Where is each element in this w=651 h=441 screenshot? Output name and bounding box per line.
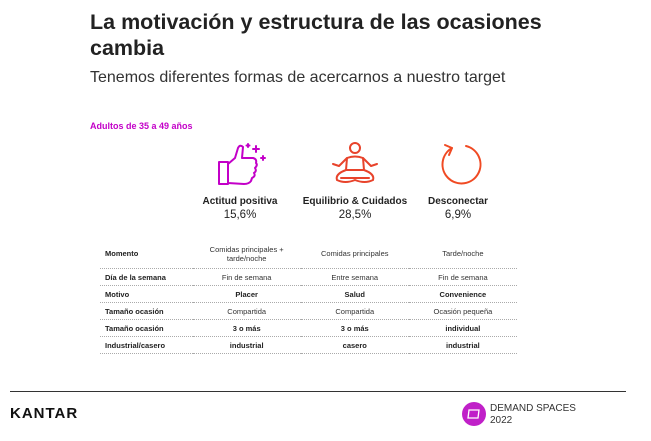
table-row: Tamaño ocasión Compartida Compartida Oca… xyxy=(100,302,517,320)
cell-value: Ocasión pequeña xyxy=(408,302,517,320)
demand-spaces-label: DEMAND SPACES 2022 xyxy=(490,403,576,427)
cell-value: Compartida xyxy=(300,302,409,320)
column-name: Equilibrio & Cuidados xyxy=(302,196,408,207)
thumbs-up-icon xyxy=(180,140,300,192)
row-label: Industrial/casero xyxy=(100,336,193,354)
column-name: Desconectar xyxy=(427,196,489,207)
cell-value: industrial xyxy=(192,336,301,354)
kantar-logo: KANTAR xyxy=(10,405,79,422)
cell-value: Comidas principales + tarde/noche xyxy=(192,239,301,269)
cell-value: casero xyxy=(300,336,409,354)
cell-value: 3 o más xyxy=(192,319,301,337)
demand-spaces-icon xyxy=(462,402,486,426)
product-name: DEMAND SPACES xyxy=(490,403,576,414)
row-label: Tamaño ocasión xyxy=(100,319,193,337)
cell-value: Fin de semana xyxy=(192,268,301,286)
row-label: Momento xyxy=(100,239,193,269)
table-row: Industrial/casero industrial casero indu… xyxy=(100,336,517,354)
page-subtitle: Tenemos diferentes formas de acercarnos … xyxy=(90,69,506,86)
comparison-table: Momento Comidas principales + tarde/noch… xyxy=(100,239,517,354)
column-actitud-positiva: Actitud positiva 15,6% xyxy=(180,140,300,222)
cell-value: Compartida xyxy=(192,302,301,320)
column-percentage: 28,5% xyxy=(338,209,372,221)
footer-divider xyxy=(10,391,626,392)
table-row: Día de la semana Fin de semana Entre sem… xyxy=(100,268,517,286)
table-row: Momento Comidas principales + tarde/noch… xyxy=(100,239,517,269)
row-label: Tamaño ocasión xyxy=(100,302,193,320)
cell-value: Fin de semana xyxy=(408,268,517,286)
table-row: Tamaño ocasión 3 o más 3 o más individua… xyxy=(100,319,517,337)
column-desconectar: Desconectar 6,9% xyxy=(398,140,518,222)
column-name: Actitud positiva xyxy=(202,196,278,207)
cell-value: Entre semana xyxy=(300,268,409,286)
cell-value: Placer xyxy=(192,285,301,303)
segment-label: Adultos de 35 a 49 años xyxy=(90,121,193,131)
cell-value: 3 o más xyxy=(300,319,409,337)
column-equilibrio-cuidados: Equilibrio & Cuidados 28,5% xyxy=(295,140,415,222)
cell-value: Salud xyxy=(300,285,409,303)
table-row: Motivo Placer Salud Convenience xyxy=(100,285,517,303)
row-label: Día de la semana xyxy=(100,268,193,286)
meditation-icon xyxy=(295,140,415,192)
refresh-arrow-icon xyxy=(398,140,518,192)
cell-value: Convenience xyxy=(408,285,517,303)
column-percentage: 6,9% xyxy=(444,209,472,221)
cell-value: individual xyxy=(408,319,517,337)
page-title: La motivación y estructura de las ocasio… xyxy=(90,10,542,60)
cell-value: Tarde/noche xyxy=(408,239,517,269)
cell-value: Comidas principales xyxy=(300,239,409,269)
product-year: 2022 xyxy=(490,415,513,426)
column-percentage: 15,6% xyxy=(223,209,257,221)
cell-value: industrial xyxy=(408,336,517,354)
row-label: Motivo xyxy=(100,285,193,303)
